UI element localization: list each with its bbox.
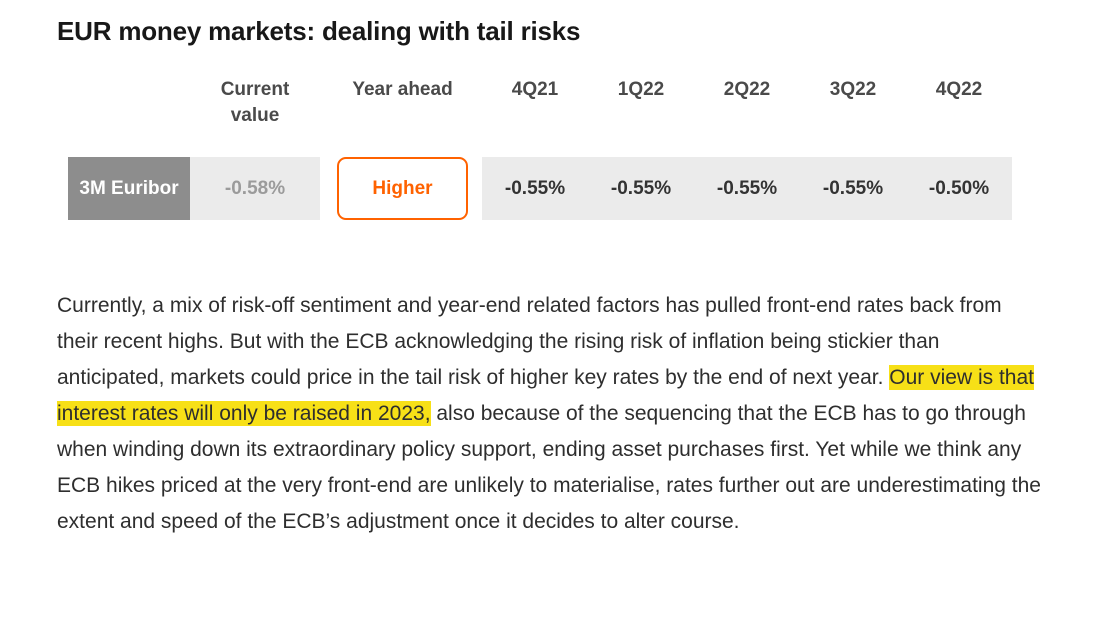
rates-table-data-row: 3M Euribor -0.58% Higher -0.55% -0.55% -… bbox=[68, 157, 1012, 220]
cell-gap bbox=[320, 157, 337, 220]
paragraph-text-after: also because of the sequencing that the … bbox=[57, 402, 1041, 533]
rates-table-header-row: Current value Year ahead 4Q21 1Q22 2Q22 … bbox=[68, 77, 1012, 131]
cell-current-value: -0.58% bbox=[190, 157, 320, 220]
paragraph-text-before: Currently, a mix of risk-off sentiment a… bbox=[57, 294, 1002, 389]
cell-1q22-value: -0.55% bbox=[610, 177, 672, 199]
cell-gap bbox=[468, 157, 482, 220]
year-ahead-badge: Higher bbox=[337, 157, 468, 220]
page-title: EUR money markets: dealing with tail ris… bbox=[57, 16, 581, 46]
cell-3q22-value: -0.55% bbox=[822, 177, 884, 199]
header-4q21: 4Q21 bbox=[511, 79, 559, 100]
header-1q22: 1Q22 bbox=[617, 79, 665, 100]
body-paragraph: Currently, a mix of risk-off sentiment a… bbox=[57, 288, 1042, 540]
rates-table: Current value Year ahead 4Q21 1Q22 2Q22 … bbox=[68, 77, 1012, 220]
cell-4q21-value: -0.55% bbox=[504, 177, 566, 199]
cell-4q22-value: -0.50% bbox=[928, 177, 990, 199]
header-3q22: 3Q22 bbox=[829, 79, 877, 100]
cell-2q22-value: -0.55% bbox=[716, 177, 778, 199]
header-current-value: Current value bbox=[220, 79, 290, 126]
header-4q22: 4Q22 bbox=[935, 79, 983, 100]
quarterly-values-strip: -0.55% -0.55% -0.55% -0.55% -0.50% bbox=[482, 157, 1012, 220]
header-2q22: 2Q22 bbox=[723, 79, 771, 100]
article-page: EUR money markets: dealing with tail ris… bbox=[57, 16, 1042, 540]
header-year-ahead: Year ahead bbox=[352, 79, 453, 100]
row-label-3m-euribor: 3M Euribor bbox=[68, 157, 190, 220]
